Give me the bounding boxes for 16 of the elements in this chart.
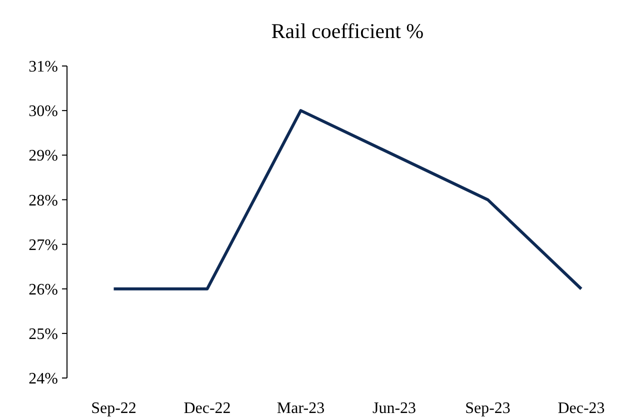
y-tick-label: 30%	[28, 103, 58, 120]
chart-title: Rail coefficient %	[271, 19, 424, 43]
x-tick-label: Sep-22	[91, 400, 136, 417]
y-tick-label: 24%	[28, 370, 58, 388]
x-tick-label: Mar-23	[276, 400, 325, 417]
y-tick-label: 31%	[28, 58, 58, 76]
y-tick-label: 26%	[28, 281, 58, 298]
y-tick-label: 27%	[28, 236, 58, 254]
x-tick-label: Jun-23	[372, 400, 416, 417]
line-series	[112, 109, 583, 290]
x-tick-label: Dec-22	[184, 400, 231, 417]
y-tick-label: 25%	[28, 326, 58, 344]
y-tick-label: 29%	[28, 148, 58, 165]
x-tick-label: Sep-23	[465, 400, 510, 417]
y-tick-label: 28%	[28, 192, 58, 210]
x-tick-label: Dec-23	[558, 400, 605, 417]
